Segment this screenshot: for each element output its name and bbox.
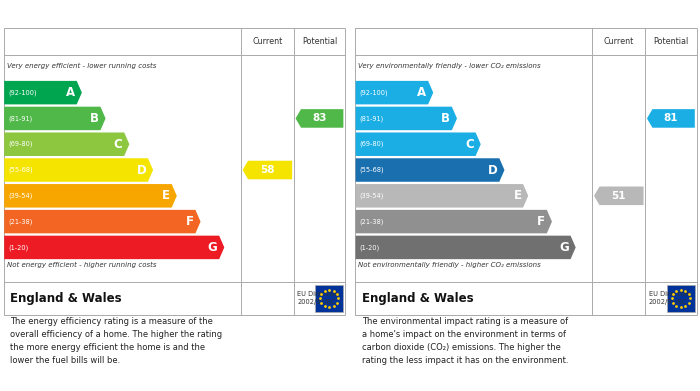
Polygon shape bbox=[4, 133, 130, 156]
Text: (21-38): (21-38) bbox=[360, 218, 384, 225]
Polygon shape bbox=[4, 236, 224, 259]
Text: Not energy efficient - higher running costs: Not energy efficient - higher running co… bbox=[7, 262, 156, 268]
Text: (69-80): (69-80) bbox=[8, 141, 33, 147]
Polygon shape bbox=[4, 81, 82, 104]
Text: (81-91): (81-91) bbox=[360, 115, 384, 122]
Text: (21-38): (21-38) bbox=[8, 218, 33, 225]
Text: C: C bbox=[113, 138, 122, 151]
Text: (92-100): (92-100) bbox=[360, 90, 389, 96]
Text: Not environmentally friendly - higher CO₂ emissions: Not environmentally friendly - higher CO… bbox=[358, 262, 541, 268]
Text: Current: Current bbox=[252, 37, 283, 46]
Text: 83: 83 bbox=[312, 113, 327, 124]
Text: England & Wales: England & Wales bbox=[362, 292, 473, 305]
Bar bbox=[666, 285, 695, 312]
Text: B: B bbox=[90, 112, 99, 125]
Text: (1-20): (1-20) bbox=[8, 244, 29, 251]
Text: F: F bbox=[186, 215, 194, 228]
Text: 81: 81 bbox=[664, 113, 678, 124]
Polygon shape bbox=[4, 107, 106, 130]
Polygon shape bbox=[356, 184, 528, 208]
Text: 51: 51 bbox=[612, 191, 626, 201]
Text: G: G bbox=[208, 241, 218, 254]
Text: EU Directive
2002/91/EC: EU Directive 2002/91/EC bbox=[298, 291, 338, 305]
Text: (55-68): (55-68) bbox=[360, 167, 384, 173]
Polygon shape bbox=[594, 187, 643, 205]
Text: C: C bbox=[465, 138, 474, 151]
Text: (81-91): (81-91) bbox=[8, 115, 32, 122]
Text: Energy Efficiency Rating: Energy Efficiency Rating bbox=[10, 7, 173, 21]
Text: (39-54): (39-54) bbox=[8, 192, 33, 199]
Text: The energy efficiency rating is a measure of the
overall efficiency of a home. T: The energy efficiency rating is a measur… bbox=[10, 317, 223, 364]
Text: (92-100): (92-100) bbox=[8, 90, 37, 96]
Polygon shape bbox=[356, 210, 552, 233]
Bar bbox=[315, 285, 344, 312]
Text: G: G bbox=[559, 241, 569, 254]
Text: A: A bbox=[417, 86, 426, 99]
Polygon shape bbox=[356, 236, 575, 259]
Text: England & Wales: England & Wales bbox=[10, 292, 122, 305]
Polygon shape bbox=[356, 107, 457, 130]
Text: D: D bbox=[136, 163, 146, 176]
Polygon shape bbox=[647, 109, 695, 128]
Text: (55-68): (55-68) bbox=[8, 167, 33, 173]
Polygon shape bbox=[356, 158, 505, 182]
Text: Very energy efficient - lower running costs: Very energy efficient - lower running co… bbox=[7, 63, 156, 69]
Text: Current: Current bbox=[603, 37, 634, 46]
Polygon shape bbox=[356, 81, 433, 104]
Text: Potential: Potential bbox=[302, 37, 337, 46]
Text: A: A bbox=[66, 86, 75, 99]
Text: EU Directive
2002/91/EC: EU Directive 2002/91/EC bbox=[649, 291, 689, 305]
Text: Very environmentally friendly - lower CO₂ emissions: Very environmentally friendly - lower CO… bbox=[358, 63, 541, 69]
Text: (69-80): (69-80) bbox=[360, 141, 384, 147]
Text: Potential: Potential bbox=[653, 37, 689, 46]
Polygon shape bbox=[295, 109, 344, 128]
Polygon shape bbox=[356, 133, 481, 156]
Text: F: F bbox=[537, 215, 545, 228]
Text: The environmental impact rating is a measure of
a home's impact on the environme: The environmental impact rating is a mea… bbox=[362, 317, 568, 364]
Text: E: E bbox=[513, 189, 522, 202]
Text: Environmental Impact (CO₂) Rating: Environmental Impact (CO₂) Rating bbox=[362, 7, 594, 21]
Polygon shape bbox=[4, 158, 153, 182]
Text: E: E bbox=[162, 189, 170, 202]
Polygon shape bbox=[4, 184, 177, 208]
Text: 58: 58 bbox=[260, 165, 274, 175]
Polygon shape bbox=[4, 210, 201, 233]
Text: (1-20): (1-20) bbox=[360, 244, 380, 251]
Text: D: D bbox=[488, 163, 498, 176]
Polygon shape bbox=[243, 161, 292, 179]
Text: (39-54): (39-54) bbox=[360, 192, 384, 199]
Text: B: B bbox=[441, 112, 450, 125]
